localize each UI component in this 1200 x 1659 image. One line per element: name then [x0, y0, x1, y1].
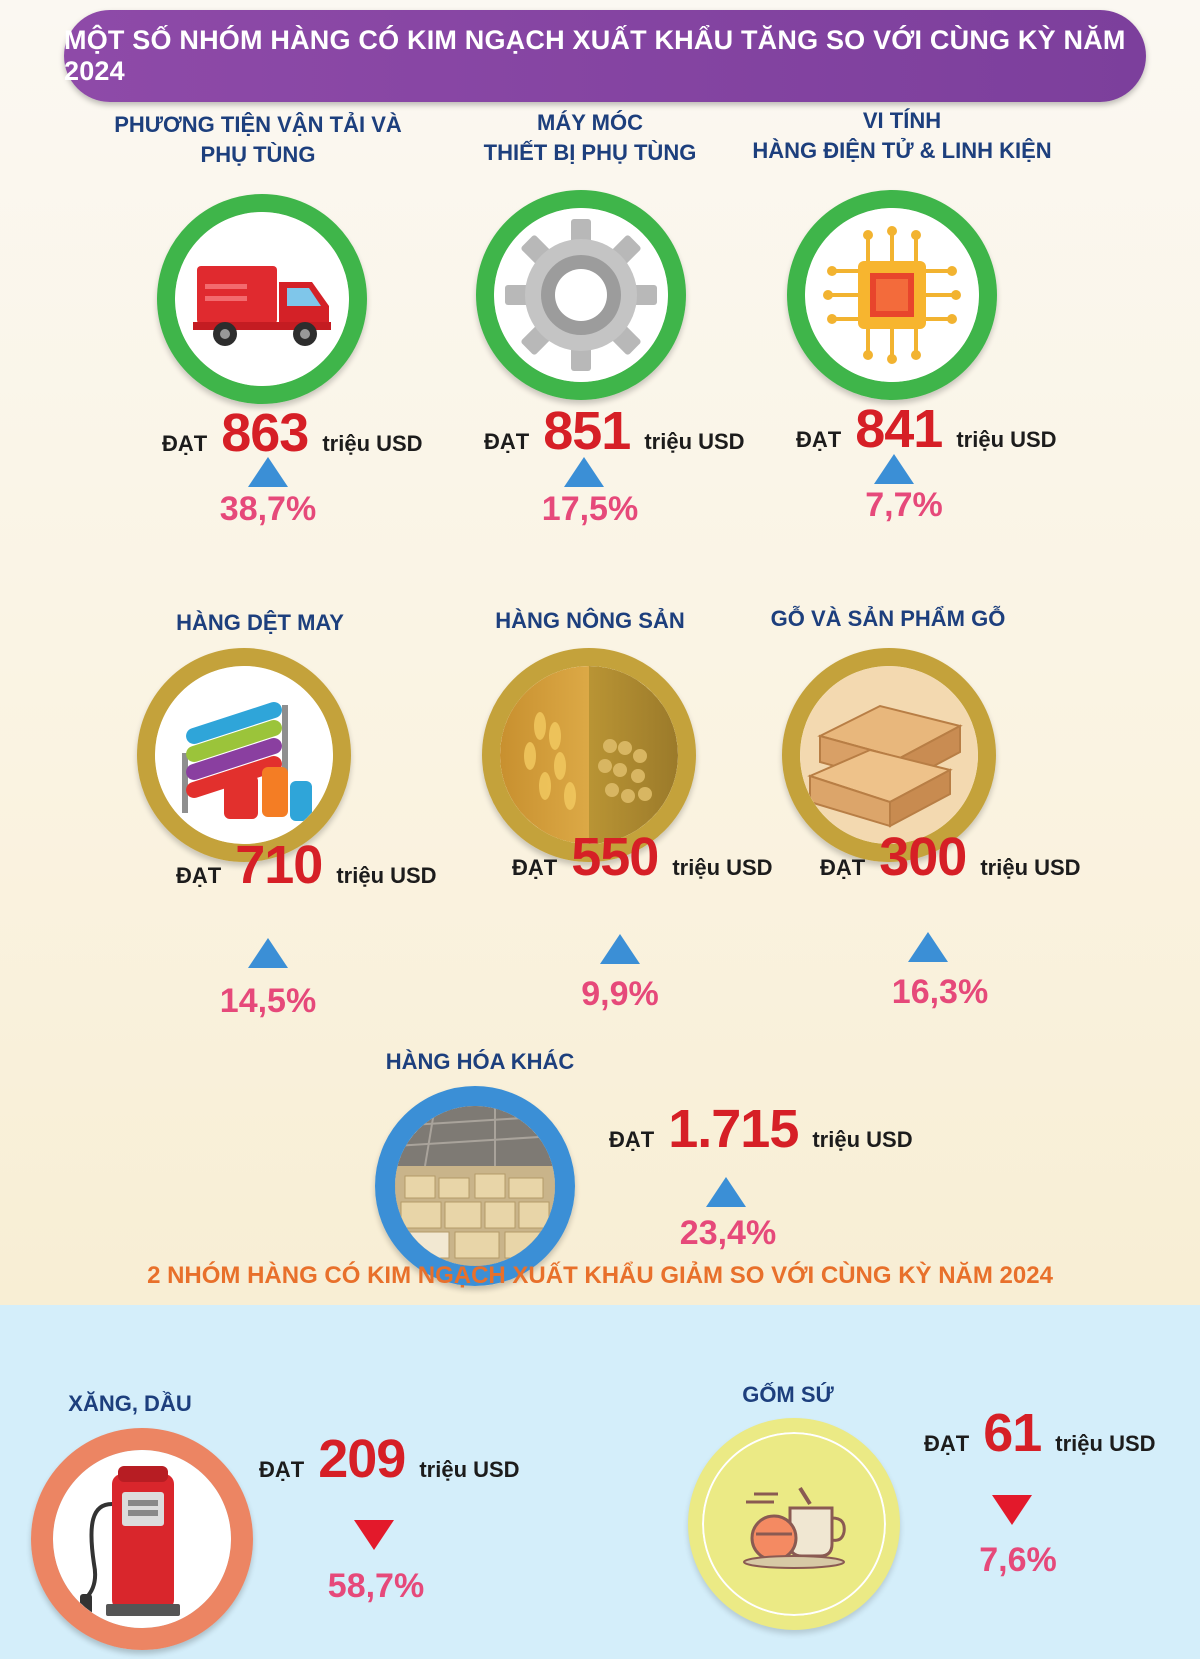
category-title-line2: PHỤ TÙNG: [200, 142, 316, 167]
arrow-up-icon: [706, 1177, 746, 1207]
value-unit: triệu USD: [812, 1127, 913, 1152]
value-number: 209: [318, 1429, 406, 1489]
wood-value-line: ĐẠT 300 triệu USD: [820, 826, 1081, 888]
value-unit: triệu USD: [1055, 1431, 1156, 1456]
value-prefix: ĐẠT: [796, 427, 842, 452]
arrow-up-icon: [874, 454, 914, 484]
value-unit: triệu USD: [672, 855, 773, 880]
page-title: MỘT SỐ NHÓM HÀNG CÓ KIM NGẠCH XUẤT KHẨU …: [64, 25, 1126, 86]
change-percent: 17,5%: [541, 490, 639, 528]
ceramics-icon: [702, 1432, 886, 1616]
category-title-line1: GỐM SỨ: [742, 1382, 834, 1407]
transport-circle: [157, 194, 367, 404]
arrow-up-icon: [600, 934, 640, 964]
transport-value-line: ĐẠT 863 triệu USD: [162, 402, 423, 464]
value-unit: triệu USD: [336, 863, 437, 888]
category-title-line2: THIẾT BỊ PHỤ TÙNG: [483, 140, 697, 165]
category-title-machinery: MÁY MÓC THIẾT BỊ PHỤ TÙNG: [430, 108, 750, 168]
textiles-circle: [137, 648, 351, 862]
category-title-line2: HÀNG ĐIỆN TỬ & LINH KIỆN: [752, 138, 1052, 163]
value-unit: triệu USD: [644, 429, 745, 454]
category-title-transport: PHƯƠNG TIỆN VẬN TẢI VÀ PHỤ TÙNG: [98, 110, 418, 170]
other-goods-circle: [375, 1086, 575, 1286]
category-title-line1: GỖ VÀ SẢN PHẨM GỖ: [770, 606, 1006, 631]
value-number: 300: [879, 827, 967, 887]
value-prefix: ĐẠT: [259, 1457, 305, 1482]
category-title-line1: PHƯƠNG TIỆN VẬN TẢI VÀ: [114, 112, 402, 137]
category-title-line1: MÁY MÓC: [537, 110, 643, 135]
value-prefix: ĐẠT: [609, 1127, 655, 1152]
category-title-fuel: XĂNG, DẦU: [0, 1389, 290, 1419]
value-prefix: ĐẠT: [924, 1431, 970, 1456]
category-title-ceramics: GỐM SỨ: [628, 1380, 948, 1410]
change-percent: 23,4%: [679, 1214, 777, 1252]
value-unit: triệu USD: [322, 431, 423, 456]
wood-planks-icon: [800, 666, 978, 844]
value-number: 1.715: [668, 1099, 799, 1159]
value-number: 841: [855, 399, 943, 459]
value-number: 550: [571, 827, 659, 887]
arrow-up-icon: [908, 932, 948, 962]
category-title-line1: HÀNG HÓA KHÁC: [385, 1049, 575, 1074]
arrow-up-icon: [248, 457, 288, 487]
value-prefix: ĐẠT: [512, 855, 558, 880]
electronics-circle: [787, 190, 997, 400]
change-percent: 7,7%: [865, 486, 943, 524]
gear-icon: [494, 208, 668, 382]
category-title-line1: HÀNG NÔNG SẢN: [495, 608, 685, 633]
arrow-up-icon: [248, 938, 288, 968]
value-number: 61: [983, 1403, 1042, 1463]
category-title-electronics: VI TÍNH HÀNG ĐIỆN TỬ & LINH KIỆN: [742, 106, 1062, 166]
value-unit: triệu USD: [419, 1457, 520, 1482]
grain-icon: [500, 666, 678, 844]
other-goods-value-line: ĐẠT 1.715 triệu USD: [609, 1098, 913, 1160]
arrow-down-icon: [354, 1520, 394, 1550]
category-title-line1: VI TÍNH: [862, 108, 942, 133]
truck-icon: [175, 212, 349, 386]
chip-icon: [805, 208, 979, 382]
fuel-value-line: ĐẠT 209 triệu USD: [259, 1428, 520, 1490]
change-percent: 14,5%: [219, 982, 317, 1020]
fuel-pump-icon: [53, 1450, 231, 1628]
warehouse-icon: [395, 1106, 555, 1266]
value-prefix: ĐẠT: [484, 429, 530, 454]
category-title-line1: XĂNG, DẦU: [68, 1391, 192, 1416]
change-percent: 9,9%: [581, 975, 659, 1013]
value-number: 863: [221, 403, 309, 463]
arrow-up-icon: [564, 457, 604, 487]
value-unit: triệu USD: [956, 427, 1057, 452]
electronics-value-line: ĐẠT 841 triệu USD: [796, 398, 1057, 460]
fuel-circle: [31, 1428, 253, 1650]
textiles-value-line: ĐẠT 710 triệu USD: [176, 834, 437, 896]
decrease-section-title: 2 NHÓM HÀNG CÓ KIM NGẠCH XUẤT KHẨU GIẢM …: [147, 1262, 1053, 1289]
category-title-agriculture: HÀNG NÔNG SẢN: [430, 606, 750, 636]
value-number: 851: [543, 401, 631, 461]
category-title-other-goods: HÀNG HÓA KHÁC: [320, 1047, 640, 1077]
value-prefix: ĐẠT: [820, 855, 866, 880]
machinery-value-line: ĐẠT 851 triệu USD: [484, 400, 745, 462]
machinery-circle: [476, 190, 686, 400]
header-banner: MỘT SỐ NHÓM HÀNG CÓ KIM NGẠCH XUẤT KHẨU …: [64, 10, 1146, 102]
category-title-wood: GỖ VÀ SẢN PHẨM GỖ: [728, 604, 1048, 634]
change-percent: 58,7%: [327, 1567, 425, 1605]
ceramics-value-line: ĐẠT 61 triệu USD: [924, 1402, 1156, 1464]
value-prefix: ĐẠT: [176, 863, 222, 888]
arrow-down-icon: [992, 1495, 1032, 1525]
value-unit: triệu USD: [980, 855, 1081, 880]
value-number: 710: [235, 835, 323, 895]
ceramics-circle: [688, 1418, 900, 1630]
change-percent: 38,7%: [219, 490, 317, 528]
agriculture-value-line: ĐẠT 550 triệu USD: [512, 826, 773, 888]
value-prefix: ĐẠT: [162, 431, 208, 456]
thread-spools-icon: [155, 666, 333, 844]
change-percent: 7,6%: [979, 1541, 1057, 1579]
change-percent: 16,3%: [891, 973, 989, 1011]
category-title-textiles: HÀNG DỆT MAY: [100, 608, 420, 638]
category-title-line1: HÀNG DỆT MAY: [176, 610, 344, 635]
